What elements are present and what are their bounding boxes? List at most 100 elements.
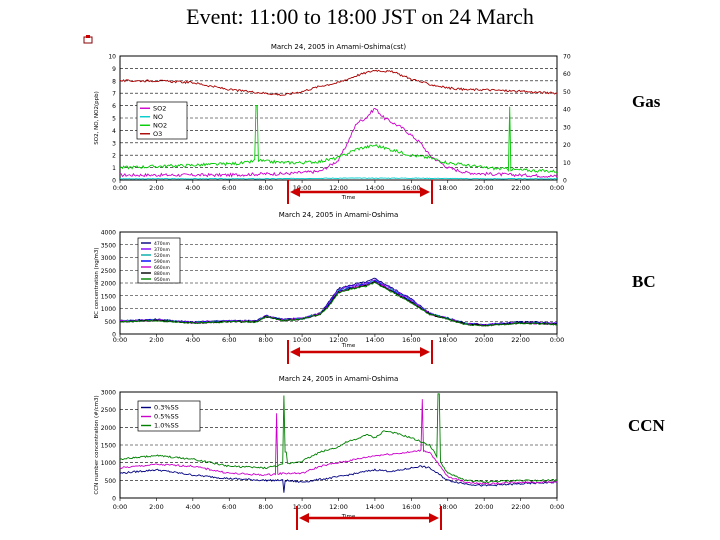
x-tick-label: 0:00 [550, 336, 565, 344]
y-tick-label: 500 [105, 478, 117, 485]
x-tick-label: 14:00 [366, 503, 385, 511]
legend-label: SO2 [153, 104, 166, 112]
y-tick-label: 2000 [101, 281, 116, 288]
x-tick-label: 12:00 [329, 184, 348, 192]
y-axis-label: CCN number concentration (#/cm3) [94, 395, 100, 494]
y2-tick-label: 60 [563, 71, 571, 78]
x-tick-label: 20:00 [475, 184, 494, 192]
x-tick-label: 18:00 [438, 336, 457, 344]
legend-label: 880nm [154, 271, 170, 277]
y-tick-label: 1000 [101, 306, 116, 313]
legend-label: 0.5%SS [154, 413, 179, 421]
x-tick-label: 16:00 [402, 336, 421, 344]
series-line-o3 [119, 69, 558, 97]
y-tick-label: 1000 [101, 460, 116, 467]
y-tick-label: 6 [112, 103, 116, 110]
event-arrow-head-right [420, 347, 430, 357]
bc-label: BC [632, 272, 656, 291]
x-tick-label: 18:00 [438, 503, 457, 511]
x-tick-label: 0:00 [113, 184, 128, 192]
x-tick-label: 6:00 [222, 503, 237, 511]
legend-label: 0.3%SS [154, 404, 179, 412]
x-tick-label: 12:00 [329, 336, 348, 344]
gas-label: Gas [632, 92, 661, 111]
bc-chart: March 24, 2005 in Amami-Oshima 0 500 1000 15… [94, 211, 564, 364]
x-tick-label: 2:00 [149, 184, 164, 192]
chart-title: March 24, 2005 in Amami-Oshima [279, 375, 399, 383]
y-tick-label: 0 [112, 496, 116, 503]
y2-tick-label: 70 [563, 54, 571, 61]
x-tick-label: 18:00 [438, 184, 457, 192]
x-tick-label: 4:00 [186, 503, 201, 511]
x-tick-label: 6:00 [222, 184, 237, 192]
y-tick-label: 1500 [101, 443, 116, 450]
x-tick-label: 14:00 [366, 336, 385, 344]
y2-tick-label: 40 [563, 107, 571, 114]
y-tick-label: 9 [112, 66, 116, 73]
legend-label: NO2 [153, 121, 167, 129]
x-tick-label: 0:00 [550, 184, 565, 192]
series-line-0_5pctSS [119, 399, 558, 486]
x-tick-label: 4:00 [186, 336, 201, 344]
x-tick-label: 22:00 [511, 503, 530, 511]
x-tick-label: 8:00 [258, 503, 273, 511]
y-tick-label: 10 [108, 54, 116, 61]
y-tick-label: 3000 [101, 255, 116, 262]
x-tick-label: 8:00 [258, 336, 273, 344]
ccn-label: CCN [628, 416, 665, 435]
x-tick-label: 8:00 [258, 184, 273, 192]
x-tick-label: 16:00 [402, 503, 421, 511]
series-line-no2 [119, 105, 558, 174]
ccn-chart: March 24, 2005 in Amami-Oshima 0 500 1000 15… [94, 375, 564, 530]
print-icon-top [86, 35, 90, 38]
series-line-950nm [119, 282, 558, 327]
x-axis-label: Time [341, 343, 356, 349]
x-tick-label: 4:00 [186, 184, 201, 192]
y-tick-label: 2 [112, 153, 116, 160]
x-tick-label: 0:00 [113, 503, 128, 511]
x-tick-label: 14:00 [366, 184, 385, 192]
y-tick-label: 0 [112, 332, 116, 339]
series-line-1_0pctSS [119, 393, 558, 484]
event-arrow-head-left [299, 513, 309, 523]
x-tick-label: 0:00 [550, 503, 565, 511]
y-tick-label: 4000 [101, 230, 116, 237]
y2-tick-label: 10 [563, 160, 571, 167]
y-tick-label: 500 [105, 319, 117, 326]
y-tick-label: 2500 [101, 268, 116, 275]
x-tick-label: 12:00 [329, 503, 348, 511]
x-tick-label: 2:00 [149, 336, 164, 344]
y-tick-label: 1500 [101, 293, 116, 300]
x-tick-label: 16:00 [402, 184, 421, 192]
gas-chart: March 24, 2005 in Amami-Oshima(cst) 0 1 2 3 4… [83, 35, 571, 204]
page-title: Event: 11:00 to 18:00 JST on 24 March [186, 4, 534, 29]
y2-tick-label: 50 [563, 89, 571, 96]
event-arrow-head-right [429, 513, 439, 523]
y-tick-label: 5 [112, 116, 116, 123]
event-arrow-head-left [290, 187, 300, 197]
y-tick-label: 1 [112, 165, 116, 172]
y-axis-label: SO2, NO, NO2(ppb) [94, 91, 100, 144]
y-tick-label: 2000 [101, 425, 116, 432]
event-arrow-head-right [420, 187, 430, 197]
x-tick-label: 20:00 [475, 503, 494, 511]
x-tick-label: 6:00 [222, 336, 237, 344]
legend: 0.3%SS0.5%SS1.0%SS [137, 400, 201, 432]
chart-title: March 24, 2005 in Amami-Oshima(cst) [271, 43, 407, 51]
y2-tick-label: 20 [563, 142, 571, 149]
y-tick-label: 3000 [101, 390, 116, 397]
x-tick-label: 22:00 [511, 184, 530, 192]
y-tick-label: 3 [112, 140, 116, 147]
y-axis-label: BC concentration (ng/m3) [94, 247, 100, 318]
y-tick-label: 3500 [101, 242, 116, 249]
legend-label: 520nm [154, 253, 170, 259]
legend-label: NO [153, 113, 163, 121]
y-tick-label: 7 [112, 91, 116, 98]
x-tick-label: 22:00 [511, 336, 530, 344]
legend-label: 660nm [154, 265, 170, 271]
y-tick-label: 0 [112, 178, 116, 185]
x-tick-label: 0:00 [113, 336, 128, 344]
